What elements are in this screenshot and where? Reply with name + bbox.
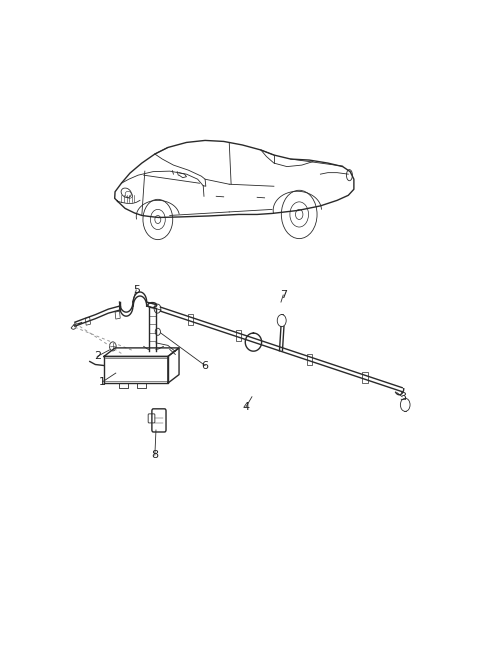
Text: 4: 4 [242, 402, 250, 412]
Text: 3: 3 [399, 392, 406, 402]
Bar [362, 372, 368, 383]
Bar [85, 317, 91, 325]
Bar [236, 330, 241, 341]
Bar [188, 314, 193, 325]
Text: 6: 6 [202, 360, 209, 371]
Text: 8: 8 [151, 450, 158, 460]
Text: 1: 1 [99, 377, 106, 387]
Text: 2: 2 [94, 351, 101, 362]
Bar [307, 354, 312, 365]
Text: 7: 7 [280, 290, 287, 300]
Text: 5: 5 [133, 285, 140, 295]
Bar [115, 311, 120, 319]
